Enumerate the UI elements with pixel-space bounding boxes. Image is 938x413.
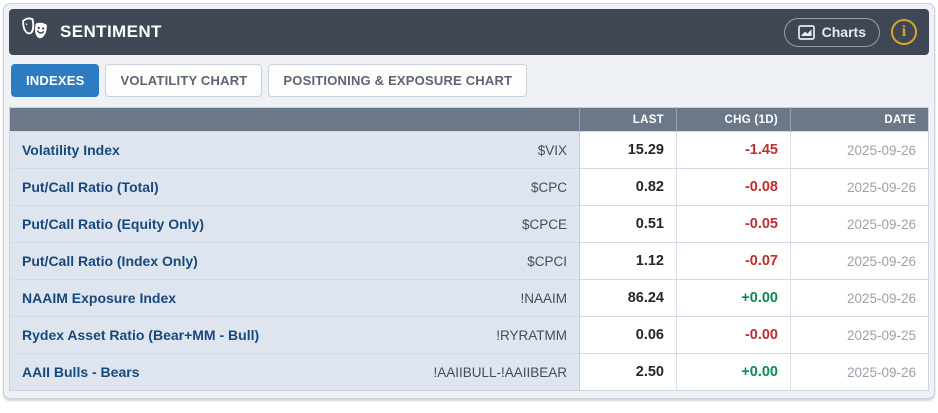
date-value: 2025-09-26 bbox=[790, 205, 929, 243]
sentiment-table: LAST CHG (1D) DATE Volatility Index $VIX… bbox=[9, 107, 929, 391]
change-value: +0.00 bbox=[676, 353, 791, 391]
date-value: 2025-09-26 bbox=[790, 168, 929, 206]
table-row: Put/Call Ratio (Index Only) $CPCI 1.12 -… bbox=[9, 242, 929, 280]
date-value: 2025-09-25 bbox=[790, 316, 929, 354]
last-value: 0.06 bbox=[579, 316, 677, 354]
date-value: 2025-09-26 bbox=[790, 279, 929, 317]
table-row: Rydex Asset Ratio (Bear+MM - Bull) !RYRA… bbox=[9, 316, 929, 354]
last-value: 1.12 bbox=[579, 242, 677, 280]
date-value: 2025-09-26 bbox=[790, 242, 929, 280]
sentiment-panel: SENTIMENT Charts i INDEXES VOLATILITY CHA… bbox=[3, 3, 935, 399]
index-symbol-link[interactable]: $VIX bbox=[419, 131, 580, 169]
last-value: 86.24 bbox=[579, 279, 677, 317]
chart-icon bbox=[797, 24, 815, 40]
change-value: -0.00 bbox=[676, 316, 791, 354]
panel-title: SENTIMENT bbox=[60, 22, 162, 41]
sentiment-table-body: Volatility Index $VIX 15.29 -1.45 2025-0… bbox=[9, 131, 929, 391]
tab-bar: INDEXES VOLATILITY CHART POSITIONING & EXP… bbox=[11, 64, 927, 97]
column-header-last: LAST bbox=[579, 107, 677, 132]
index-symbol-link[interactable]: !RYRATMM bbox=[419, 316, 580, 354]
index-name-link[interactable]: Rydex Asset Ratio (Bear+MM - Bull) bbox=[9, 316, 420, 354]
last-value: 0.82 bbox=[579, 168, 677, 206]
date-value: 2025-09-26 bbox=[790, 353, 929, 391]
last-value: 15.29 bbox=[579, 131, 677, 169]
info-icon[interactable]: i bbox=[891, 19, 917, 45]
index-name-link[interactable]: Volatility Index bbox=[9, 131, 420, 169]
charts-button-label: Charts bbox=[821, 24, 866, 40]
change-value: -0.05 bbox=[676, 205, 791, 243]
table-header-row: LAST CHG (1D) DATE bbox=[9, 107, 929, 132]
index-name-link[interactable]: Put/Call Ratio (Equity Only) bbox=[9, 205, 420, 243]
change-value: -0.07 bbox=[676, 242, 791, 280]
panel-header: SENTIMENT Charts i bbox=[9, 9, 929, 55]
table-row: Put/Call Ratio (Total) $CPC 0.82 -0.08 2… bbox=[9, 168, 929, 206]
index-symbol-link[interactable]: $CPCI bbox=[419, 242, 580, 280]
tab-volatility-chart[interactable]: VOLATILITY CHART bbox=[105, 64, 263, 97]
index-symbol-link[interactable]: !AAIIBULL-!AAIIBEAR bbox=[419, 353, 580, 391]
change-value: -0.08 bbox=[676, 168, 791, 206]
change-value: +0.00 bbox=[676, 279, 791, 317]
table-row: AAII Bulls - Bears !AAIIBULL-!AAIIBEAR 2… bbox=[9, 353, 929, 391]
tab-positioning-exposure-chart[interactable]: POSITIONING & EXPOSURE CHART bbox=[268, 64, 528, 97]
column-header-date: DATE bbox=[790, 107, 929, 132]
index-name-link[interactable]: NAAIM Exposure Index bbox=[9, 279, 420, 317]
charts-button[interactable]: Charts bbox=[783, 17, 880, 47]
last-value: 2.50 bbox=[579, 353, 677, 391]
column-header-chg: CHG (1D) bbox=[676, 107, 791, 132]
index-name-link[interactable]: Put/Call Ratio (Index Only) bbox=[9, 242, 420, 280]
index-symbol-link[interactable]: $CPCE bbox=[419, 205, 580, 243]
date-value: 2025-09-26 bbox=[790, 131, 929, 169]
table-row: Put/Call Ratio (Equity Only) $CPCE 0.51 … bbox=[9, 205, 929, 243]
table-row: Volatility Index $VIX 15.29 -1.45 2025-0… bbox=[9, 131, 929, 169]
table-row: NAAIM Exposure Index !NAAIM 86.24 +0.00 … bbox=[9, 279, 929, 317]
tab-indexes[interactable]: INDEXES bbox=[11, 64, 100, 97]
theater-masks-icon bbox=[20, 17, 51, 48]
index-symbol-link[interactable]: $CPC bbox=[419, 168, 580, 206]
column-header-name bbox=[9, 107, 580, 132]
index-symbol-link[interactable]: !NAAIM bbox=[419, 279, 580, 317]
change-value: -1.45 bbox=[676, 131, 791, 169]
last-value: 0.51 bbox=[579, 205, 677, 243]
index-name-link[interactable]: AAII Bulls - Bears bbox=[9, 353, 420, 391]
index-name-link[interactable]: Put/Call Ratio (Total) bbox=[9, 168, 420, 206]
